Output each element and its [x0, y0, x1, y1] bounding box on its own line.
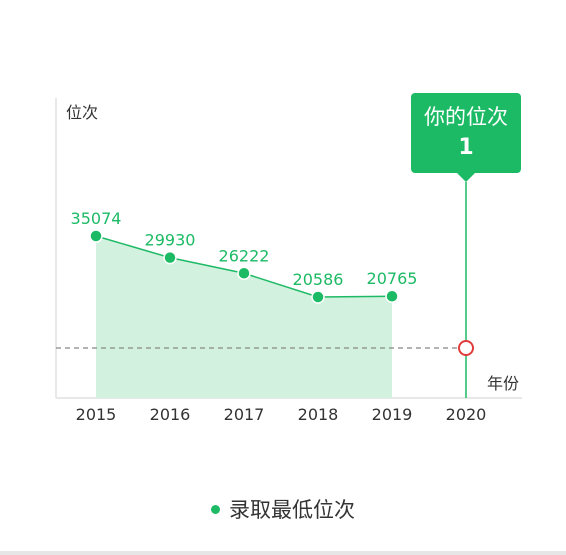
data-label: 35074	[71, 209, 122, 228]
x-axis-label: 年份	[487, 374, 519, 393]
your-rank-label: 你的位次	[424, 105, 508, 129]
x-tick-label: 2017	[224, 405, 265, 424]
bottom-divider	[0, 551, 566, 555]
data-point	[89, 229, 103, 243]
data-label: 20586	[293, 270, 344, 289]
legend-label: 录取最低位次	[229, 498, 355, 522]
x-tick-label: 2020	[446, 405, 487, 424]
data-label: 29930	[145, 231, 196, 250]
series-area	[96, 236, 392, 398]
data-point	[237, 266, 251, 281]
your-rank-marker	[458, 340, 474, 356]
your-rank-value: 1	[458, 135, 473, 160]
data-label: 20765	[367, 269, 418, 288]
data-point	[163, 250, 177, 265]
legend: 录取最低位次	[0, 494, 566, 524]
x-tick-label: 2015	[76, 405, 117, 424]
x-tick-label: 2016	[150, 405, 191, 424]
y-axis-label: 位次	[66, 103, 98, 122]
data-point	[385, 289, 399, 303]
x-tick-label: 2019	[372, 405, 413, 424]
your-rank-callout-box	[411, 93, 521, 173]
data-label: 26222	[219, 246, 270, 265]
your-rank-callout: 你的位次 1	[411, 93, 521, 182]
x-tick-label: 2018	[298, 405, 339, 424]
your-rank-callout-pointer	[457, 173, 475, 182]
data-point	[311, 290, 325, 304]
legend-dot-icon	[211, 504, 220, 514]
